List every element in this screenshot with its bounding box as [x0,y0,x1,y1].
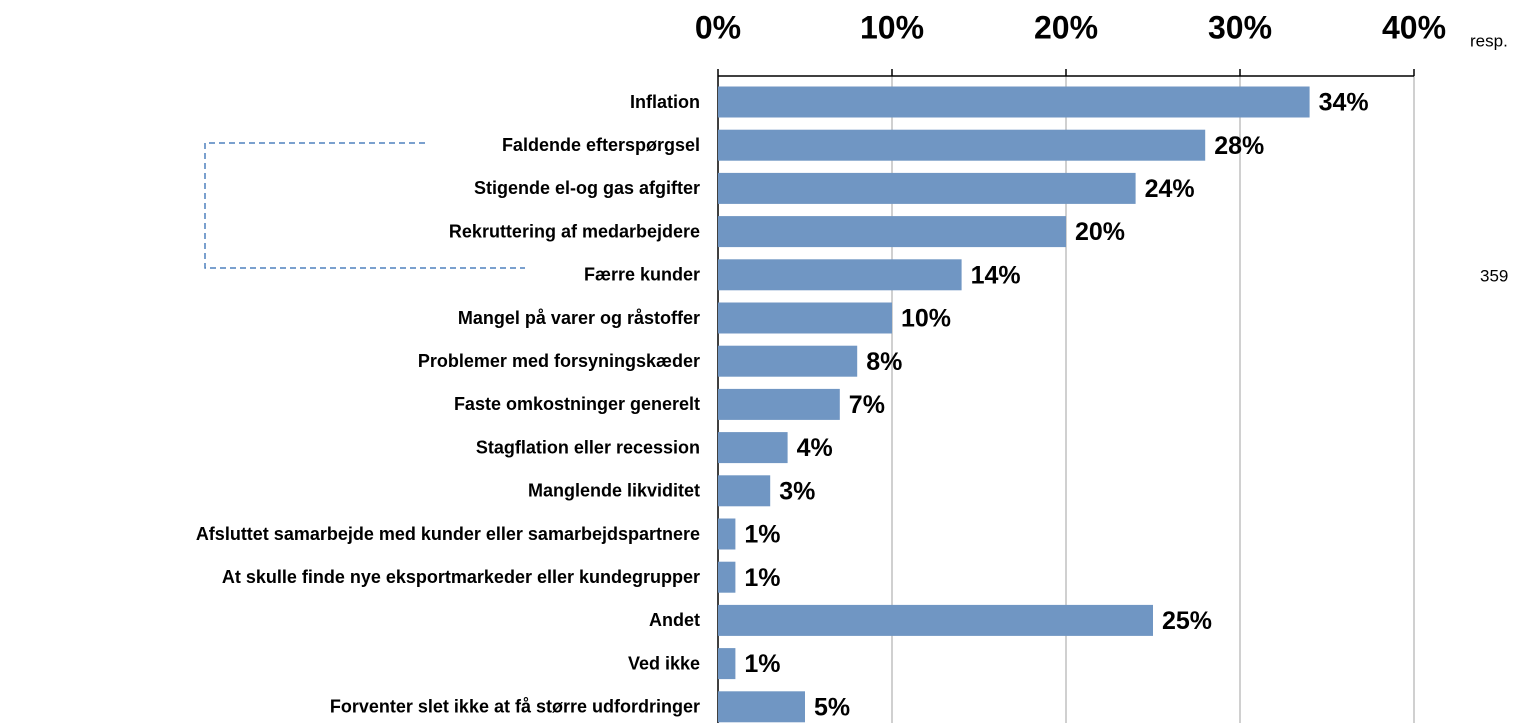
bar [718,172,1136,204]
value-label: 8% [866,348,902,376]
bar [718,561,736,593]
value-label: 28% [1214,132,1264,160]
annotation: resp. [1470,31,1508,50]
bar [718,345,858,377]
bar [718,259,962,291]
value-label: 7% [849,391,885,419]
x-tick-label: 20% [1034,9,1098,45]
bar [718,216,1066,248]
value-label: 14% [971,261,1021,289]
y-tick-label: Andet [649,610,700,630]
bar [718,86,1310,118]
bar [718,432,788,464]
value-label: 1% [744,564,780,592]
bar [718,302,892,334]
y-tick-label: Forventer slet ikke at få større udfordr… [330,697,700,717]
bar [718,691,805,723]
y-tick-label: Ved ikke [628,653,700,673]
value-label: 10% [901,305,951,333]
annotation: 359 [1480,266,1508,285]
value-label: 1% [744,650,780,678]
value-label: 4% [797,434,833,462]
value-label: 20% [1075,218,1125,246]
value-label: 24% [1145,175,1195,203]
y-tick-label: Faldende efterspørgsel [502,135,700,155]
bar [718,604,1153,636]
bar [718,648,736,680]
bracket [204,142,525,269]
y-tick-label: Mangel på varer og råstoffer [458,308,700,328]
x-tick-label: 40% [1382,9,1446,45]
value-label: 5% [814,693,850,721]
value-label: 34% [1319,89,1369,117]
y-tick-label: Problemer med forsyningskæder [418,351,700,371]
bar [718,129,1206,161]
y-tick-label: Stagflation eller recession [476,437,700,457]
x-tick-label: 0% [695,9,741,45]
y-tick-label: Stigende el-og gas afgifter [474,178,700,198]
y-tick-label: Faste omkostninger generelt [454,394,700,414]
value-label: 1% [744,521,780,549]
y-tick-label: At skulle finde nye eksportmarkeder elle… [222,567,700,587]
y-tick-label: Afsluttet samarbejde med kunder eller sa… [196,524,700,544]
y-tick-label: Manglende likviditet [528,481,700,501]
value-label: 3% [779,477,815,505]
bar [718,388,840,420]
bar [718,518,736,550]
value-label: 25% [1162,607,1212,635]
x-tick-label: 30% [1208,9,1272,45]
x-tick-label: 10% [860,9,924,45]
bar [718,475,771,507]
y-tick-label: Færre kunder [584,265,700,285]
y-tick-label: Rekruttering af medarbejdere [449,221,700,241]
y-tick-label: Inflation [630,92,700,112]
